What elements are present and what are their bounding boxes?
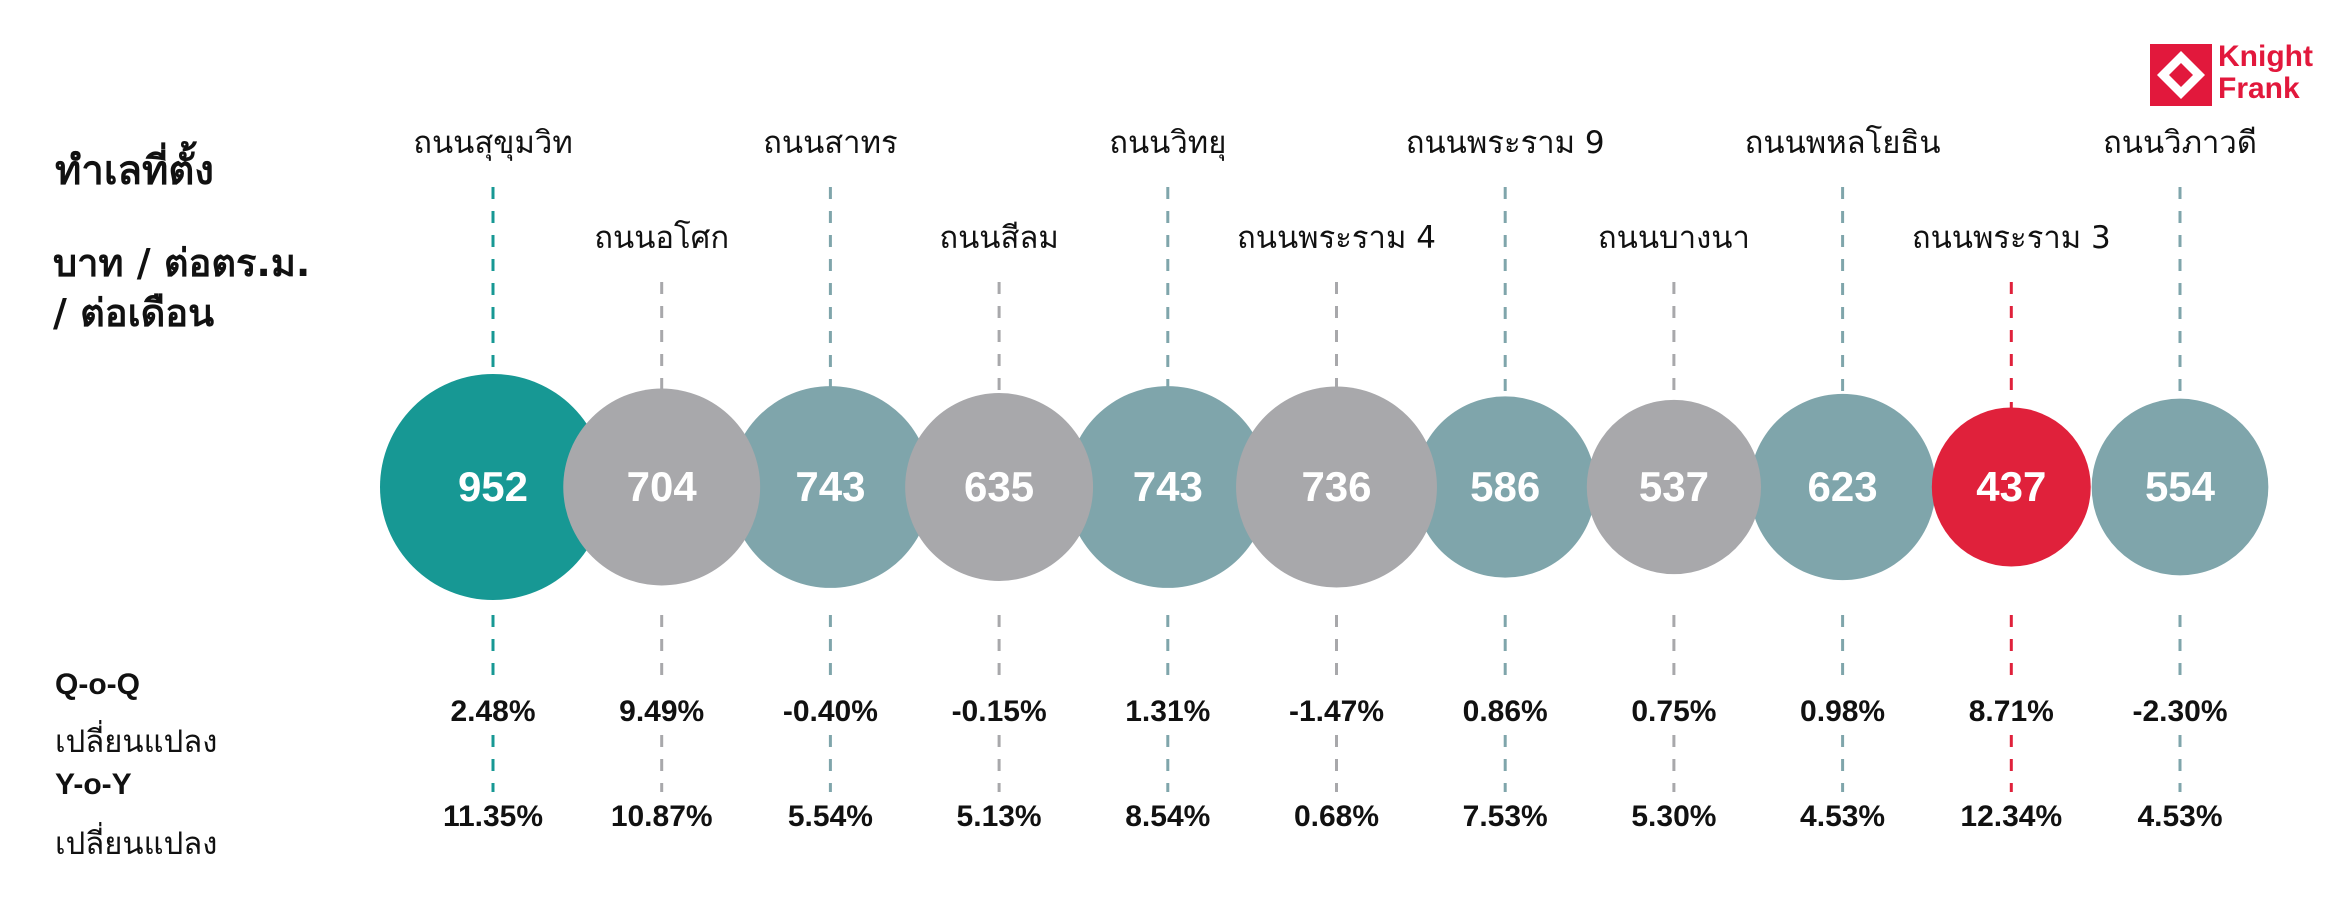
row-label-location: ทำเลที่ตั้ง: [55, 148, 214, 194]
row-label-qoq-sub: เปลี่ยนแปลง: [55, 724, 218, 760]
location-label: ถนนวิภาวดี: [2103, 125, 2257, 161]
row-label-qoq-title: Q-o-Q: [55, 668, 140, 701]
bubble: [563, 388, 761, 586]
location-label: ถนนอโศก: [594, 220, 729, 256]
bubble-value: 635: [964, 463, 1034, 510]
row-label-unit-line1: บาท / ต่อตร.ม.: [53, 241, 311, 285]
bubble-value: 736: [1301, 463, 1371, 510]
yoy-label-bg: [939, 792, 1060, 836]
bubble-value: 554: [2145, 463, 2216, 510]
yoy-label-bg: [1445, 792, 1566, 836]
yoy-label-bg: [1276, 792, 1397, 836]
qoq-label-bg: [2124, 686, 2236, 730]
bubble: [1236, 386, 1437, 588]
location-label: ถนนสุขุมวิท: [413, 125, 573, 162]
yoy-label-bg: [601, 792, 722, 836]
yoy-value: 11.35%: [443, 800, 543, 833]
qoq-label-bg: [1111, 686, 1224, 730]
yoy-value: 4.53%: [1800, 800, 1885, 833]
qoq-value: -1.47%: [1289, 695, 1384, 728]
bubble-value: 704: [627, 463, 698, 510]
bubble-group: 952 743 743 586 623 554 704 635 736 537 437: [380, 374, 2269, 600]
knight-frank-logo: Knight Frank: [2150, 40, 2340, 110]
bubble-value: 537: [1639, 463, 1709, 510]
qoq-label-bg: [1449, 686, 1562, 730]
qoq-value: -0.40%: [783, 695, 878, 728]
yoy-value: 10.87%: [611, 800, 713, 833]
location-label: ถนนพระราม 3: [1912, 220, 2111, 256]
change-labels: 2.48% 11.35% 9.49% 10.87% -0.40% 5.54% -0.15% 5…: [433, 686, 2240, 836]
logo-text-frank: Frank: [2218, 72, 2300, 105]
location-label: ถนนพระราม 9: [1406, 125, 1605, 161]
bubble: [729, 386, 932, 588]
bubble-value: 437: [1976, 463, 2046, 510]
bubble-value: 743: [795, 463, 865, 510]
row-label-unit-line2: / ต่อเดือน: [53, 291, 215, 335]
yoy-label-bg: [433, 792, 553, 836]
qoq-label-bg: [437, 686, 549, 730]
bubble: [905, 393, 1094, 581]
bubble: [1066, 386, 1269, 588]
qoq-label-bg: [1786, 686, 1899, 730]
qoq-value: 9.49%: [619, 695, 704, 728]
row-label-yoy-sub: เปลี่ยนแปลง: [55, 826, 218, 862]
bubble: [1749, 393, 1936, 581]
yoy-value: 8.54%: [1125, 800, 1210, 833]
yoy-label-bg: [2120, 792, 2240, 836]
yoy-value: 5.30%: [1631, 800, 1716, 833]
qoq-value: -2.30%: [2132, 695, 2227, 728]
location-label: ถนนพระราม 4: [1237, 220, 1436, 256]
location-label: ถนนวิทยุ: [1109, 125, 1226, 162]
qoq-value: 2.48%: [450, 695, 535, 728]
yoy-value: 5.54%: [788, 800, 873, 833]
location-label: ถนนบางนา: [1598, 220, 1750, 256]
qoq-label-bg: [1617, 686, 1730, 730]
bubble-value: 586: [1470, 463, 1540, 510]
yoy-label-bg: [1782, 792, 1903, 836]
qoq-value: -0.15%: [952, 695, 1047, 728]
bubble: [1931, 407, 2091, 567]
qoq-label-bg: [943, 686, 1056, 730]
qoq-label-bg: [1955, 686, 2068, 730]
logo-text-knight: Knight: [2218, 40, 2313, 73]
yoy-label-bg: [1107, 792, 1228, 836]
knight-frank-logo-icon: [2150, 44, 2212, 106]
location-label: ถนนสีลม: [939, 220, 1059, 256]
bubble-value: 952: [458, 463, 528, 510]
yoy-value: 7.53%: [1463, 800, 1548, 833]
qoq-value: 0.86%: [1463, 695, 1548, 728]
yoy-value: 0.68%: [1294, 800, 1379, 833]
bubble-value: 623: [1808, 463, 1878, 510]
yoy-value: 5.13%: [957, 800, 1042, 833]
qoq-label-bg: [1280, 686, 1393, 730]
qoq-value: 0.98%: [1800, 695, 1885, 728]
location-label: ถนนพหลโยธิน: [1745, 125, 1941, 161]
bubble: [380, 374, 606, 600]
bubble: [1586, 399, 1762, 575]
row-label-yoy-title: Y-o-Y: [55, 768, 132, 801]
qoq-label-bg: [774, 686, 887, 730]
yoy-value: 12.34%: [1960, 800, 2062, 833]
qoq-label-bg: [605, 686, 718, 730]
qoq-value: 8.71%: [1969, 695, 2054, 728]
yoy-label-bg: [770, 792, 891, 836]
bubble: [2091, 398, 2269, 576]
yoy-label-bg: [1951, 792, 2072, 836]
qoq-value: 0.75%: [1631, 695, 1716, 728]
yoy-label-bg: [1613, 792, 1734, 836]
bubble: [1414, 396, 1596, 578]
yoy-value: 4.53%: [2137, 800, 2222, 833]
qoq-value: 1.31%: [1125, 695, 1210, 728]
location-label: ถนนสาทร: [763, 125, 898, 161]
bubble-value: 743: [1133, 463, 1203, 510]
